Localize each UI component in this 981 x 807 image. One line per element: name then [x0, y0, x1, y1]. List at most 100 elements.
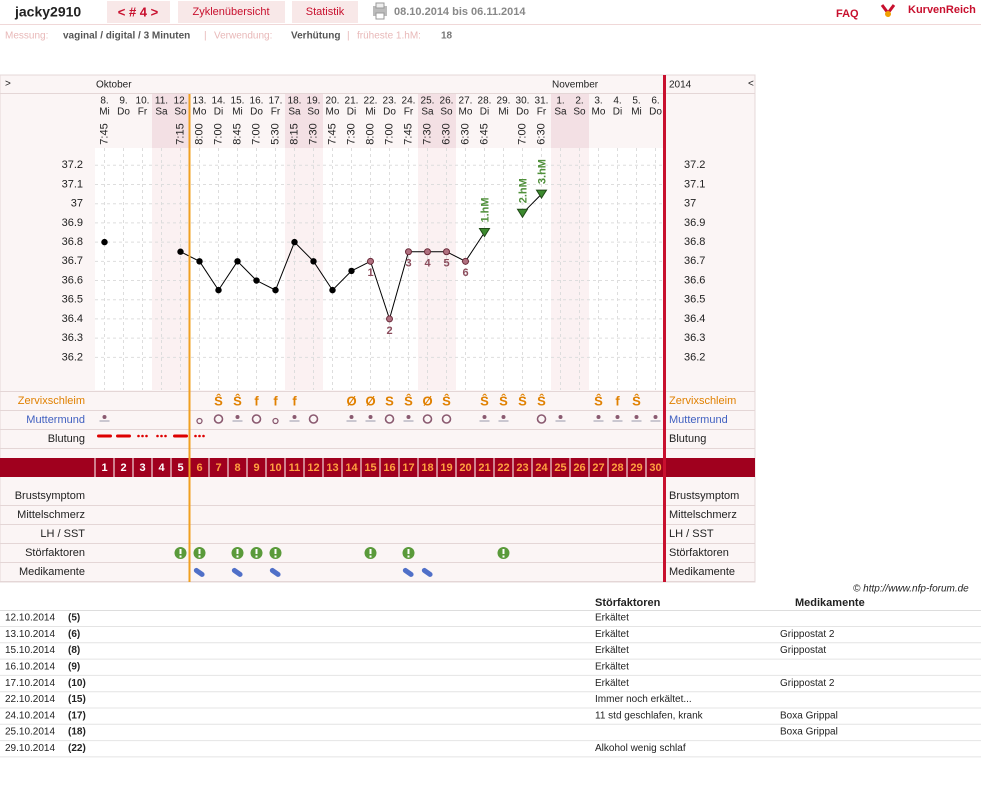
- weekend-bg: [437, 94, 456, 148]
- faq-link[interactable]: FAQ: [836, 8, 859, 20]
- mucus-symbol: Ŝ: [214, 393, 223, 408]
- y-tick-label-right: 36.3: [684, 332, 705, 344]
- cycle-day: 30: [649, 462, 661, 474]
- temp-point: [101, 238, 108, 246]
- row-label: Störfaktoren: [25, 547, 85, 559]
- y-tick-label-right: 37: [684, 198, 696, 210]
- cycle-day: 9: [253, 462, 259, 474]
- measure-time: 7:30: [421, 123, 433, 144]
- cervix-icon: [102, 415, 107, 419]
- measure-time: 6:30: [440, 123, 452, 144]
- table-medication: Boxa Grippal: [780, 727, 838, 738]
- mucus-symbol: S: [385, 393, 394, 408]
- row-label-right: LH / SST: [669, 528, 714, 540]
- cervix-icon: [213, 414, 224, 424]
- cervix-icon: [634, 415, 639, 419]
- peak-label: 3.hM: [536, 159, 548, 184]
- lower-label: 3: [405, 258, 411, 270]
- bleeding-icon: [164, 434, 167, 438]
- user-name: jacky2910: [14, 4, 81, 20]
- day-number: 27.: [459, 96, 473, 107]
- cycle-day: 18: [421, 462, 433, 474]
- weekday: So: [174, 107, 187, 118]
- lower-point: [462, 257, 469, 265]
- print-icon[interactable]: [373, 2, 387, 20]
- cycle-day: 19: [440, 462, 452, 474]
- cycle-day: 5: [177, 462, 183, 474]
- disturbance-icon: [502, 555, 505, 558]
- weekday: Mo: [592, 107, 606, 118]
- temp-point: [291, 238, 298, 246]
- cycle-day: 21: [478, 462, 490, 474]
- day-number: 4.: [613, 96, 621, 107]
- day-number: 26.: [440, 96, 454, 107]
- cycle-day: 29: [630, 462, 642, 474]
- table-day: (10): [68, 678, 86, 689]
- tab-bg[interactable]: [107, 1, 170, 23]
- lower-label: 5: [443, 258, 449, 270]
- table-medication: Grippostat: [780, 645, 826, 656]
- table-header: Medikamente: [795, 597, 865, 609]
- weekday: Do: [117, 107, 130, 118]
- cycle-day: 7: [215, 462, 221, 474]
- disturbance-icon: [274, 555, 277, 558]
- disturbance-icon: [255, 549, 258, 554]
- table-date: 13.10.2014: [5, 629, 55, 640]
- table-date: 16.10.2014: [5, 662, 55, 673]
- measure-time: 8:00: [364, 123, 376, 144]
- cycle-day: 23: [516, 462, 528, 474]
- day-number: 24.: [402, 96, 416, 107]
- day-number: 30.: [516, 96, 530, 107]
- table-disturbance: Erkältet: [595, 662, 629, 673]
- table-day: (5): [68, 613, 80, 624]
- weekday: Do: [383, 107, 396, 118]
- cycle-day: 12: [307, 462, 319, 474]
- lower-label: 4: [424, 258, 431, 270]
- mucus-symbol: Ŝ: [233, 393, 242, 408]
- temp-point: [253, 277, 260, 284]
- y-tick-label-right: 36.2: [684, 351, 705, 363]
- cycle-day: 15: [364, 462, 376, 474]
- day-number: 3.: [594, 96, 602, 107]
- peak-marker: [478, 228, 491, 238]
- info-value: 18: [441, 31, 453, 42]
- day-number: 29.: [497, 96, 511, 107]
- cervix-icon: [349, 415, 354, 419]
- table-disturbance: Alkohol wenig schlaf: [595, 743, 686, 754]
- table-date: 15.10.2014: [5, 645, 55, 656]
- lower-point: [386, 315, 393, 323]
- medication-icon: [421, 567, 433, 577]
- cervix-icon: [251, 414, 262, 424]
- y-tick-label-right: 36.6: [684, 274, 705, 286]
- cervix-icon: [558, 415, 563, 419]
- weekday: Di: [480, 107, 489, 118]
- tab[interactable]: Statistik: [306, 6, 345, 18]
- weekday: Mi: [631, 107, 642, 118]
- measure-time: 8:00: [193, 123, 205, 144]
- table-day: (6): [68, 629, 80, 640]
- info-label: Verwendung:: [214, 31, 272, 42]
- day-number: 16.: [250, 96, 264, 107]
- cycle-day: 16: [383, 462, 395, 474]
- lower-label: 2: [386, 325, 392, 337]
- weekend-bg: [551, 94, 570, 148]
- logo-icon[interactable]: [880, 4, 896, 17]
- tab-bg[interactable]: [178, 1, 285, 23]
- cycle-day: 28: [611, 462, 623, 474]
- nav-prev[interactable]: <: [748, 79, 754, 90]
- measure-time: 6:30: [535, 123, 547, 144]
- nav-next[interactable]: >: [5, 79, 11, 90]
- tab-bg[interactable]: [292, 1, 358, 23]
- weekday: Di: [214, 107, 223, 118]
- logo-text[interactable]: KurvenReich: [908, 4, 976, 16]
- bleeding-icon: [145, 434, 148, 438]
- medication-icon: [269, 567, 281, 577]
- weekend-bg: [171, 94, 190, 148]
- tab[interactable]: Zyklenübersicht: [192, 6, 269, 18]
- cycle-nav[interactable]: < # 4 >: [118, 4, 159, 19]
- weekday: Di: [347, 107, 356, 118]
- table-disturbance: 11 std geschlafen, krank: [595, 710, 704, 721]
- cervix-icon: [292, 415, 297, 419]
- measure-time: 7:45: [326, 123, 338, 144]
